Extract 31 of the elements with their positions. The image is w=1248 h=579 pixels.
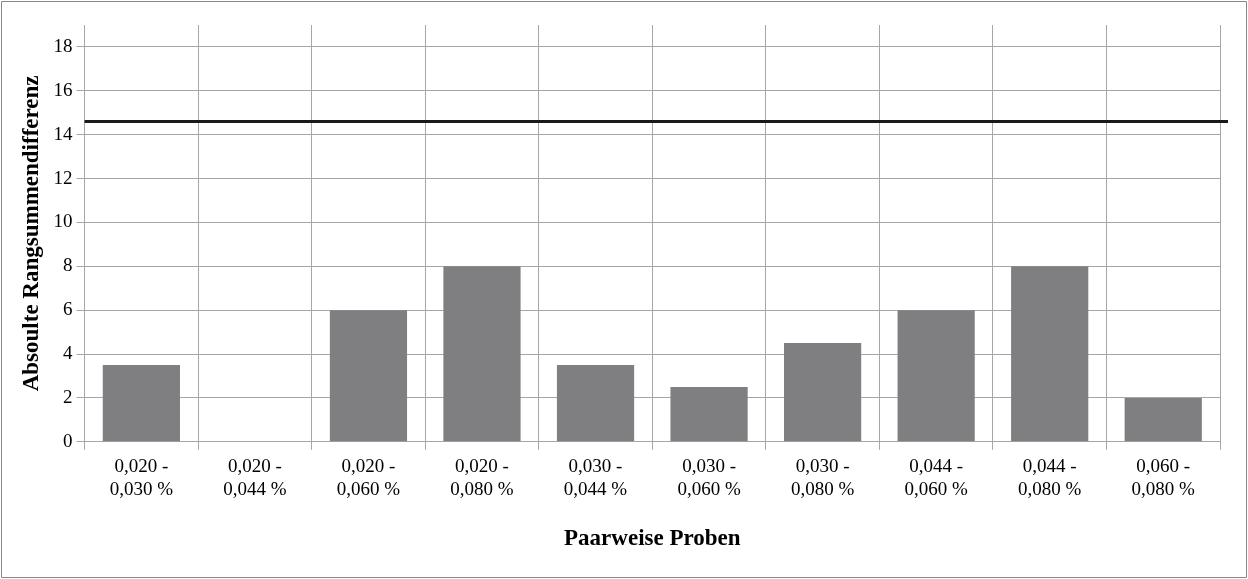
y-tick-label: 6 [63, 298, 73, 320]
bar [556, 365, 635, 442]
x-tick-label: 0,020 - 0,080 % [450, 455, 514, 499]
y-tick-label: 0 [63, 429, 73, 451]
bar [897, 310, 975, 442]
bar [329, 310, 408, 442]
y-tick-label: 8 [63, 254, 73, 276]
x-tick-label: 0,020 - 0,030 % [109, 455, 174, 499]
x-tick-label: 0,044 - 0,060 % [904, 455, 968, 499]
x-tick-label: 0,030 - 0,080 % [790, 455, 855, 499]
bar [443, 266, 521, 442]
x-tick-label: 0,044 - 0,080 % [1018, 455, 1082, 499]
x-axis-title: Paarweise Proben [564, 525, 741, 551]
y-tick-label: 12 [53, 166, 73, 188]
y-tick-label: 2 [63, 385, 73, 407]
bar [784, 343, 862, 442]
x-tick-label: 0,020 - 0,060 % [336, 455, 401, 499]
y-tick-label: 16 [53, 78, 73, 100]
bar [1124, 397, 1202, 442]
bar [670, 386, 748, 442]
x-tick-label: 0,060 - 0,080 % [1131, 455, 1196, 499]
y-tick-label: 10 [53, 210, 73, 232]
x-tick-label: 0,030 - 0,060 % [677, 455, 741, 499]
x-tick-label: 0,030 - 0,044 % [563, 455, 628, 499]
bar [1011, 266, 1089, 442]
y-axis-title: Absoulte Rangsummendifferenz [17, 75, 43, 392]
bar [102, 365, 180, 442]
y-tick-label: 18 [53, 34, 73, 56]
y-tick-label: 4 [63, 342, 74, 364]
y-tick-label: 14 [53, 122, 74, 144]
x-tick-label: 0,020 - 0,044 % [223, 455, 287, 499]
